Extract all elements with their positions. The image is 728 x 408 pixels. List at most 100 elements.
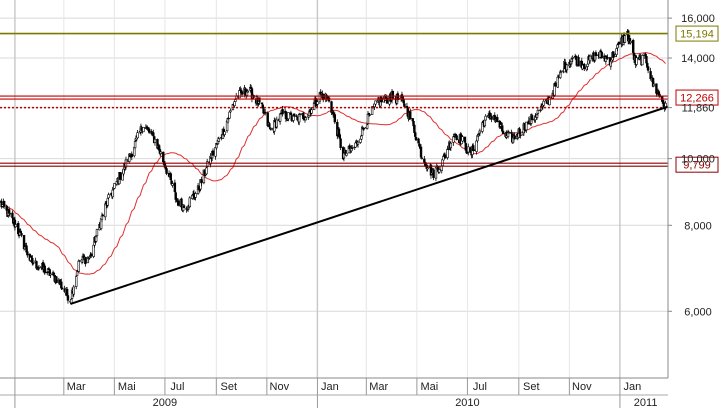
candle-down	[240, 91, 244, 95]
x-month-label: Mai	[118, 381, 136, 393]
candle-down	[130, 153, 133, 158]
candle-down	[326, 96, 330, 98]
candle-down	[60, 287, 64, 290]
candle-up	[507, 131, 511, 134]
candle-up	[49, 273, 52, 276]
candle-down	[380, 97, 383, 103]
candle-up	[652, 83, 656, 87]
candle-up	[153, 139, 157, 144]
candle-down	[211, 150, 215, 156]
candle-up	[94, 236, 98, 242]
candle-up	[37, 267, 41, 269]
candle-up	[188, 197, 191, 208]
x-month-label: Jul	[170, 381, 184, 393]
candle-up	[223, 131, 226, 135]
y-tick-label: 10,000	[681, 154, 715, 166]
candle-up	[588, 55, 592, 62]
candle-up	[246, 90, 250, 93]
candle-down	[409, 111, 412, 120]
candle-up	[113, 183, 116, 189]
grid	[0, 0, 668, 378]
candle-up	[356, 141, 360, 145]
candle-down	[513, 135, 516, 140]
candle-down	[152, 132, 155, 137]
candle-down	[298, 113, 302, 115]
candle-up	[345, 153, 348, 156]
candle-down	[268, 123, 271, 128]
level-label: 12,266	[680, 93, 714, 105]
candle-down	[264, 111, 267, 114]
candle-down	[281, 109, 284, 115]
candle-down	[554, 82, 557, 87]
candle-up	[205, 161, 209, 168]
candle-up	[233, 101, 236, 106]
candle-up	[420, 157, 424, 160]
level-label: 15,194	[680, 29, 714, 41]
candle-up	[571, 56, 574, 59]
candlestick-series	[0, 29, 667, 305]
candle-up	[205, 167, 208, 175]
candle-up	[370, 106, 374, 115]
candle-up	[615, 48, 618, 55]
candle-down	[46, 271, 49, 274]
candle-up	[565, 64, 569, 71]
y-tick-label: 6,000	[684, 306, 712, 318]
x-axis: Mar Mai Jul Set Nov Jan Mar Mai Jul Set Nov Jan 2009…	[0, 377, 728, 408]
level-label: 9,799	[683, 160, 711, 172]
candle-down	[631, 40, 635, 53]
candle-down	[66, 295, 70, 301]
candle-up	[484, 115, 487, 121]
candle-up	[14, 224, 17, 228]
candle-down	[463, 136, 467, 143]
candle-down	[333, 114, 337, 123]
candle-up	[133, 141, 137, 149]
candle-down	[530, 115, 534, 121]
y-axis: 6,000 8,000 10,000 11,860 14,000 16,000	[667, 0, 715, 378]
candle-up	[159, 151, 162, 154]
candle-down	[594, 52, 598, 57]
candle-up	[229, 110, 232, 113]
candle-down	[48, 269, 51, 276]
candle-up	[278, 113, 282, 122]
candle-down	[418, 143, 421, 147]
candle-down	[406, 107, 409, 117]
candle-up	[342, 152, 346, 159]
candle-down	[284, 111, 288, 120]
candle-down	[52, 272, 56, 275]
candle-down	[454, 133, 458, 136]
candle-down	[118, 172, 122, 180]
candle-down	[162, 151, 165, 163]
candle-up	[354, 142, 357, 148]
candle-up	[478, 130, 482, 134]
candle-up	[287, 112, 290, 120]
candle-down	[417, 138, 420, 144]
candle-up	[70, 298, 73, 304]
x-month-label: Set	[523, 381, 540, 393]
candle-down	[490, 116, 493, 120]
candle-up	[467, 146, 470, 153]
candle-down	[657, 91, 661, 95]
candle-down	[31, 262, 35, 264]
candle-up	[536, 109, 540, 114]
candle-up	[269, 128, 273, 130]
candle-down	[443, 154, 447, 159]
candle-up	[217, 138, 220, 142]
candle-up	[360, 135, 363, 140]
candle-up	[136, 132, 139, 139]
candle-down	[646, 66, 650, 71]
level-label-box: 15,194	[675, 25, 719, 42]
candle-up	[316, 101, 319, 105]
x-year-label: 2010	[455, 397, 479, 408]
x-month-label: Nov	[572, 381, 592, 393]
candle-up	[438, 169, 441, 173]
candle-down	[322, 93, 325, 101]
candle-down	[464, 143, 467, 151]
level-label-frame	[675, 156, 719, 173]
y-tick-label: 16,000	[681, 13, 715, 25]
candle-down	[147, 128, 151, 133]
candle-up	[95, 229, 99, 237]
x-axis-background	[0, 378, 728, 408]
candle-down	[391, 90, 395, 99]
trendline	[70, 105, 669, 305]
